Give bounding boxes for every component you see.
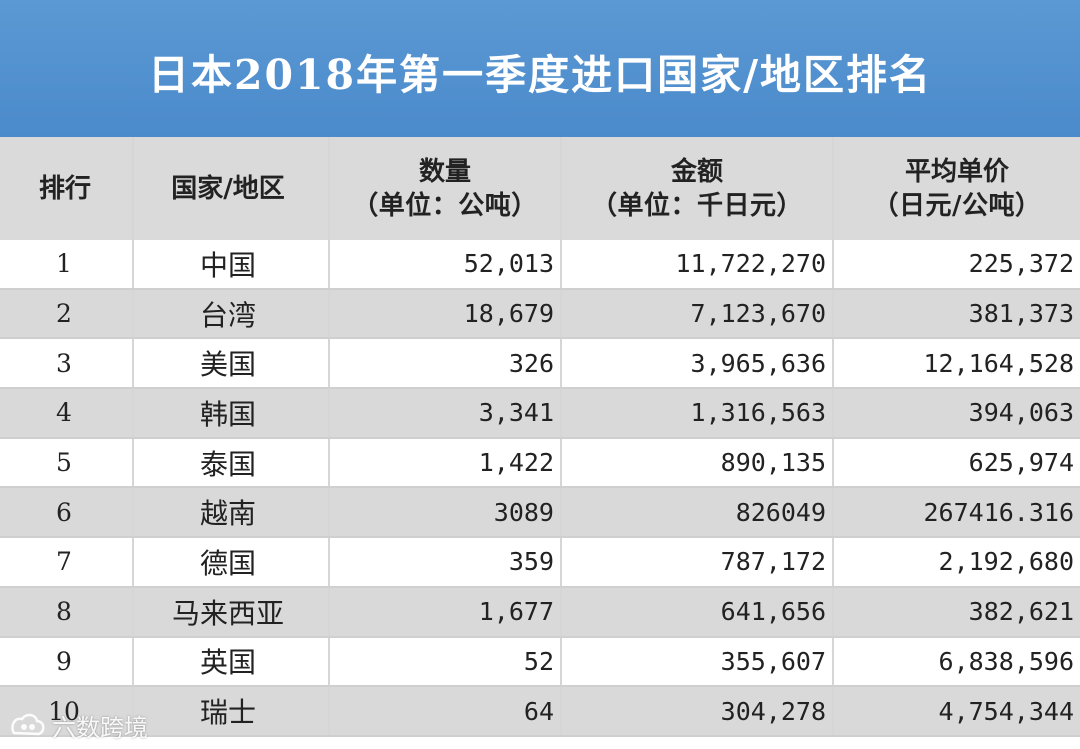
table-row: 3 美国 326 3,965,636 12,164,528 [0,339,1080,390]
amount-cell: 355,607 [562,637,834,686]
country-cell: 德国 [134,538,330,586]
country-cell: 越南 [134,488,330,537]
rank-cell: 10 [0,687,134,735]
header-rank: 排行 [0,137,134,240]
price-cell: 394,063 [968,398,1074,428]
country-cell: 韩国 [134,389,330,437]
rank-cell: 6 [0,488,134,537]
watermark: 六数跨境 [8,708,148,743]
price-cell: 267416.316 [923,497,1074,527]
quantity-cell: 64 [330,687,562,735]
watermark-text: 六数跨境 [52,714,148,742]
title-bar: 日本2018年第一季度进口国家/地区排名 [0,0,1080,137]
quantity-cell: 326 [330,339,562,388]
rank-cell: 7 [0,538,134,586]
header-price-label: 平均单价 [904,156,1009,187]
quantity-cell: 1,677 [330,587,562,636]
table-row: 6 越南 3089 826049 267416.316 [0,488,1080,539]
amount-cell: 641,656 [562,587,834,636]
quantity-cell: 52,013 [330,240,562,288]
table-row: 5 泰国 1,422 890,135 625,974 [0,438,1080,489]
country-cell: 泰国 [134,438,330,487]
quantity-cell: 1,422 [330,438,562,487]
table-row: 10 瑞士 64 304,278 4,754,344 [0,687,1080,737]
rank-cell: 2 [0,289,134,338]
header-amount: 金额 （单位：千日元） [562,137,834,240]
header-amount-unit: （单位：千日元） [590,190,803,221]
country-cell: 英国 [134,637,330,686]
rank-cell: 1 [0,240,134,288]
header-quantity: 数量 （单位：公吨） [330,137,562,240]
table-row: 8 马来西亚 1,677 641,656 382,621 [0,587,1080,638]
table-row: 4 韩国 3,341 1,316,563 394,063 [0,389,1080,439]
header-country: 国家/地区 [134,137,330,240]
table-row: 7 德国 359 787,172 2,192,680 [0,538,1080,588]
rank-cell: 4 [0,389,134,437]
country-cell: 美国 [134,339,330,388]
price-cell: 225,372 [968,249,1074,279]
header-quantity-label: 数量 [418,156,471,187]
rank-cell: 5 [0,438,134,487]
country-cell: 台湾 [134,289,330,338]
table-row: 1 中国 52,013 11,722,270 225,372 [0,240,1080,290]
amount-cell: 890,135 [562,438,834,487]
amount-cell: 304,278 [562,687,834,735]
header-quantity-unit: （单位：公吨） [352,190,538,221]
quantity-cell: 3,341 [330,389,562,437]
country-cell: 马来西亚 [134,587,330,636]
watermark-logo-icon [11,713,45,735]
price-cell: 4,754,344 [938,696,1074,726]
price-cell: 625,974 [968,448,1074,478]
rank-cell: 3 [0,339,134,388]
table-row: 2 台湾 18,679 7,123,670 381,373 [0,289,1080,340]
price-cell: 381,373 [968,299,1074,329]
price-cell: 382,621 [968,597,1074,627]
header-country-label: 国家/地区 [171,173,285,204]
table-row: 9 英国 52 355,607 6,838,596 [0,637,1080,688]
header-price: 平均单价 （日元/公吨） [834,137,1080,240]
country-cell: 中国 [134,240,330,288]
amount-cell: 1,316,563 [562,389,834,437]
header-rank-label: 排行 [38,173,91,204]
quantity-cell: 3089 [330,488,562,537]
quantity-cell: 52 [330,637,562,686]
amount-cell: 11,722,270 [562,240,834,288]
country-cell: 瑞士 [134,687,330,735]
header-amount-label: 金额 [670,156,723,187]
amount-cell: 3,965,636 [562,339,834,388]
price-cell: 2,192,680 [938,547,1074,577]
price-cell: 12,164,528 [923,348,1074,378]
page-title: 日本2018年第一季度进口国家/地区排名 [147,50,933,99]
quantity-cell: 359 [330,538,562,586]
rank-cell: 9 [0,637,134,686]
amount-cell: 787,172 [562,538,834,586]
price-cell: 6,838,596 [938,646,1074,676]
import-ranking-table: 排行 国家/地区 数量 （单位：公吨） 金额 （单位：千日元） 平均单价 （日元… [0,137,1080,737]
table-header-row: 排行 国家/地区 数量 （单位：公吨） 金额 （单位：千日元） 平均单价 （日元… [0,137,1080,240]
quantity-cell: 18,679 [330,289,562,338]
table-body: 1 中国 52,013 11,722,270 225,372 2 台湾 18,679 7,123… [0,240,1080,737]
amount-cell: 826049 [562,488,834,537]
header-price-unit: （日元/公吨） [872,190,1042,221]
amount-cell: 7,123,670 [562,289,834,338]
rank-cell: 8 [0,587,134,636]
